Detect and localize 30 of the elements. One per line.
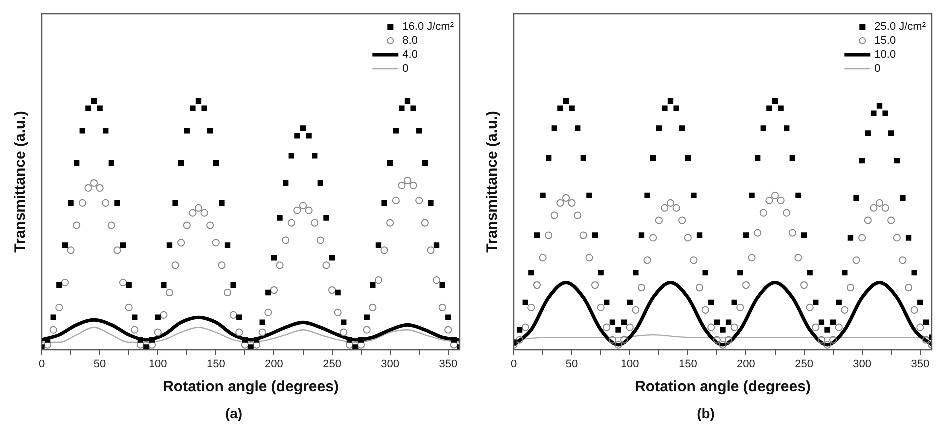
x-tick-label: 250: [795, 358, 814, 371]
legend-label: 15.0: [874, 35, 896, 48]
legend-label: 25.0 J/cm²: [874, 21, 926, 34]
legend-label: 4.0: [402, 49, 418, 62]
x-tick-label: 100: [148, 358, 168, 371]
x-axis-title: Rotation angle (degrees): [635, 378, 811, 396]
legend-label: 0: [402, 63, 409, 76]
legend-label: 10.0: [874, 49, 896, 62]
legend-label: 16.0 J/cm²: [402, 21, 454, 34]
text: (a): [225, 405, 243, 422]
x-tick-label: 50: [94, 358, 106, 371]
x-tick-label: 350: [439, 358, 458, 371]
x-tick-label: 350: [911, 358, 930, 371]
x-tick-label: 0: [38, 358, 46, 371]
x-tick-label: 200: [265, 358, 284, 371]
x-tick-label: 0: [510, 358, 518, 371]
x-axis-title: Rotation angle (degrees): [163, 378, 339, 396]
text: (b): [697, 405, 715, 422]
x-tick-label: 150: [678, 358, 698, 371]
legend-label: 8.0: [402, 35, 418, 48]
x-tick-label: 100: [620, 358, 640, 371]
x-tick-label: 200: [737, 358, 756, 371]
x-tick-label: 300: [381, 358, 400, 371]
x-tick-label: 50: [566, 358, 578, 371]
x-tick-label: 300: [853, 358, 872, 371]
y-axis-title: Transmittance (a.u.): [12, 111, 30, 253]
y-axis-title: Transmittance (a.u.): [484, 111, 502, 253]
x-tick-label: 150: [206, 358, 226, 371]
legend-label: 0: [874, 63, 881, 76]
x-tick-label: 250: [323, 358, 342, 371]
